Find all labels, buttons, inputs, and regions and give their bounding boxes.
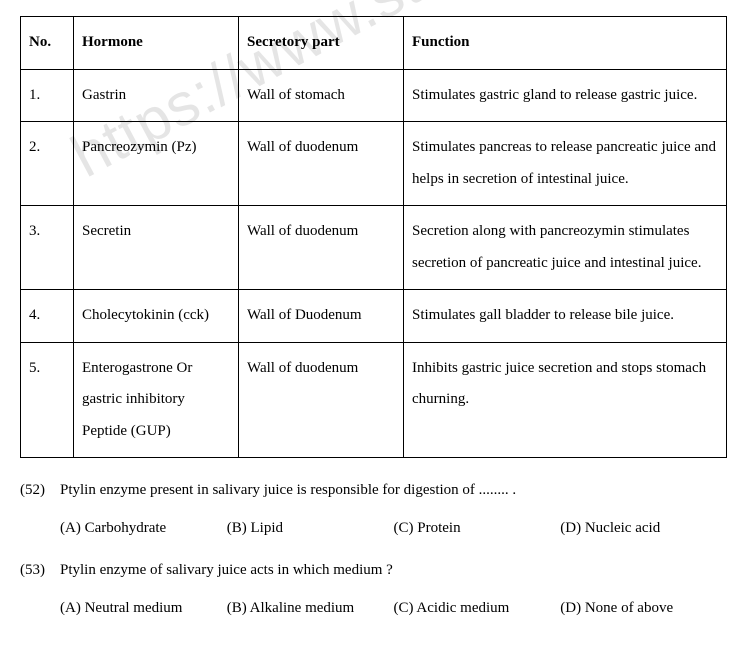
cell-function: Secretion along with pancreozymin stimul…: [404, 206, 727, 290]
table-row: 5. Enterogastrone Or gastric inhibitory …: [21, 342, 727, 458]
cell-hormone: Enterogastrone Or gastric inhibitory Pep…: [74, 342, 239, 458]
cell-hormone: Pancreozymin (Pz): [74, 122, 239, 206]
table-header-row: No. Hormone Secretory part Function: [21, 17, 727, 70]
cell-secretory: Wall of duodenum: [239, 122, 404, 206]
cell-function: Inhibits gastric juice secretion and sto…: [404, 342, 727, 458]
cell-secretory: Wall of stomach: [239, 69, 404, 122]
table-row: 1. Gastrin Wall of stomach Stimulates ga…: [21, 69, 727, 122]
option-b: (B) Lipid: [227, 516, 394, 540]
cell-function: Stimulates gall bladder to release bile …: [404, 290, 727, 343]
cell-no: 3.: [21, 206, 74, 290]
cell-no: 5.: [21, 342, 74, 458]
cell-hormone: Cholecytokinin (cck): [74, 290, 239, 343]
option-b: (B) Alkaline medium: [227, 596, 394, 620]
question-text: Ptylin enzyme present in salivary juice …: [60, 478, 727, 502]
cell-no: 1.: [21, 69, 74, 122]
table-row: 4. Cholecytokinin (cck) Wall of Duodenum…: [21, 290, 727, 343]
cell-secretory: Wall of Duodenum: [239, 290, 404, 343]
question-text: Ptylin enzyme of salivary juice acts in …: [60, 558, 727, 582]
cell-hormone: Gastrin: [74, 69, 239, 122]
question-number: (52): [20, 478, 60, 502]
cell-function: Stimulates pancreas to release pancreati…: [404, 122, 727, 206]
option-d: (D) Nucleic acid: [560, 516, 727, 540]
cell-function: Stimulates gastric gland to release gast…: [404, 69, 727, 122]
cell-secretory: Wall of duodenum: [239, 342, 404, 458]
cell-no: 4.: [21, 290, 74, 343]
header-no: No.: [21, 17, 74, 70]
cell-no: 2.: [21, 122, 74, 206]
question-53: (53) Ptylin enzyme of salivary juice act…: [20, 558, 727, 620]
question-options: (A) Carbohydrate (B) Lipid (C) Protein (…: [60, 516, 727, 540]
table-row: 3. Secretin Wall of duodenum Secretion a…: [21, 206, 727, 290]
question-options: (A) Neutral medium (B) Alkaline medium (…: [60, 596, 727, 620]
option-a: (A) Carbohydrate: [60, 516, 227, 540]
cell-hormone: Secretin: [74, 206, 239, 290]
option-c: (C) Acidic medium: [394, 596, 561, 620]
hormone-table: No. Hormone Secretory part Function 1. G…: [20, 16, 727, 458]
question-52: (52) Ptylin enzyme present in salivary j…: [20, 478, 727, 540]
header-function: Function: [404, 17, 727, 70]
header-hormone: Hormone: [74, 17, 239, 70]
table-row: 2. Pancreozymin (Pz) Wall of duodenum St…: [21, 122, 727, 206]
question-number: (53): [20, 558, 60, 582]
option-a: (A) Neutral medium: [60, 596, 227, 620]
header-secretory: Secretory part: [239, 17, 404, 70]
option-d: (D) None of above: [560, 596, 727, 620]
option-c: (C) Protein: [394, 516, 561, 540]
cell-secretory: Wall of duodenum: [239, 206, 404, 290]
